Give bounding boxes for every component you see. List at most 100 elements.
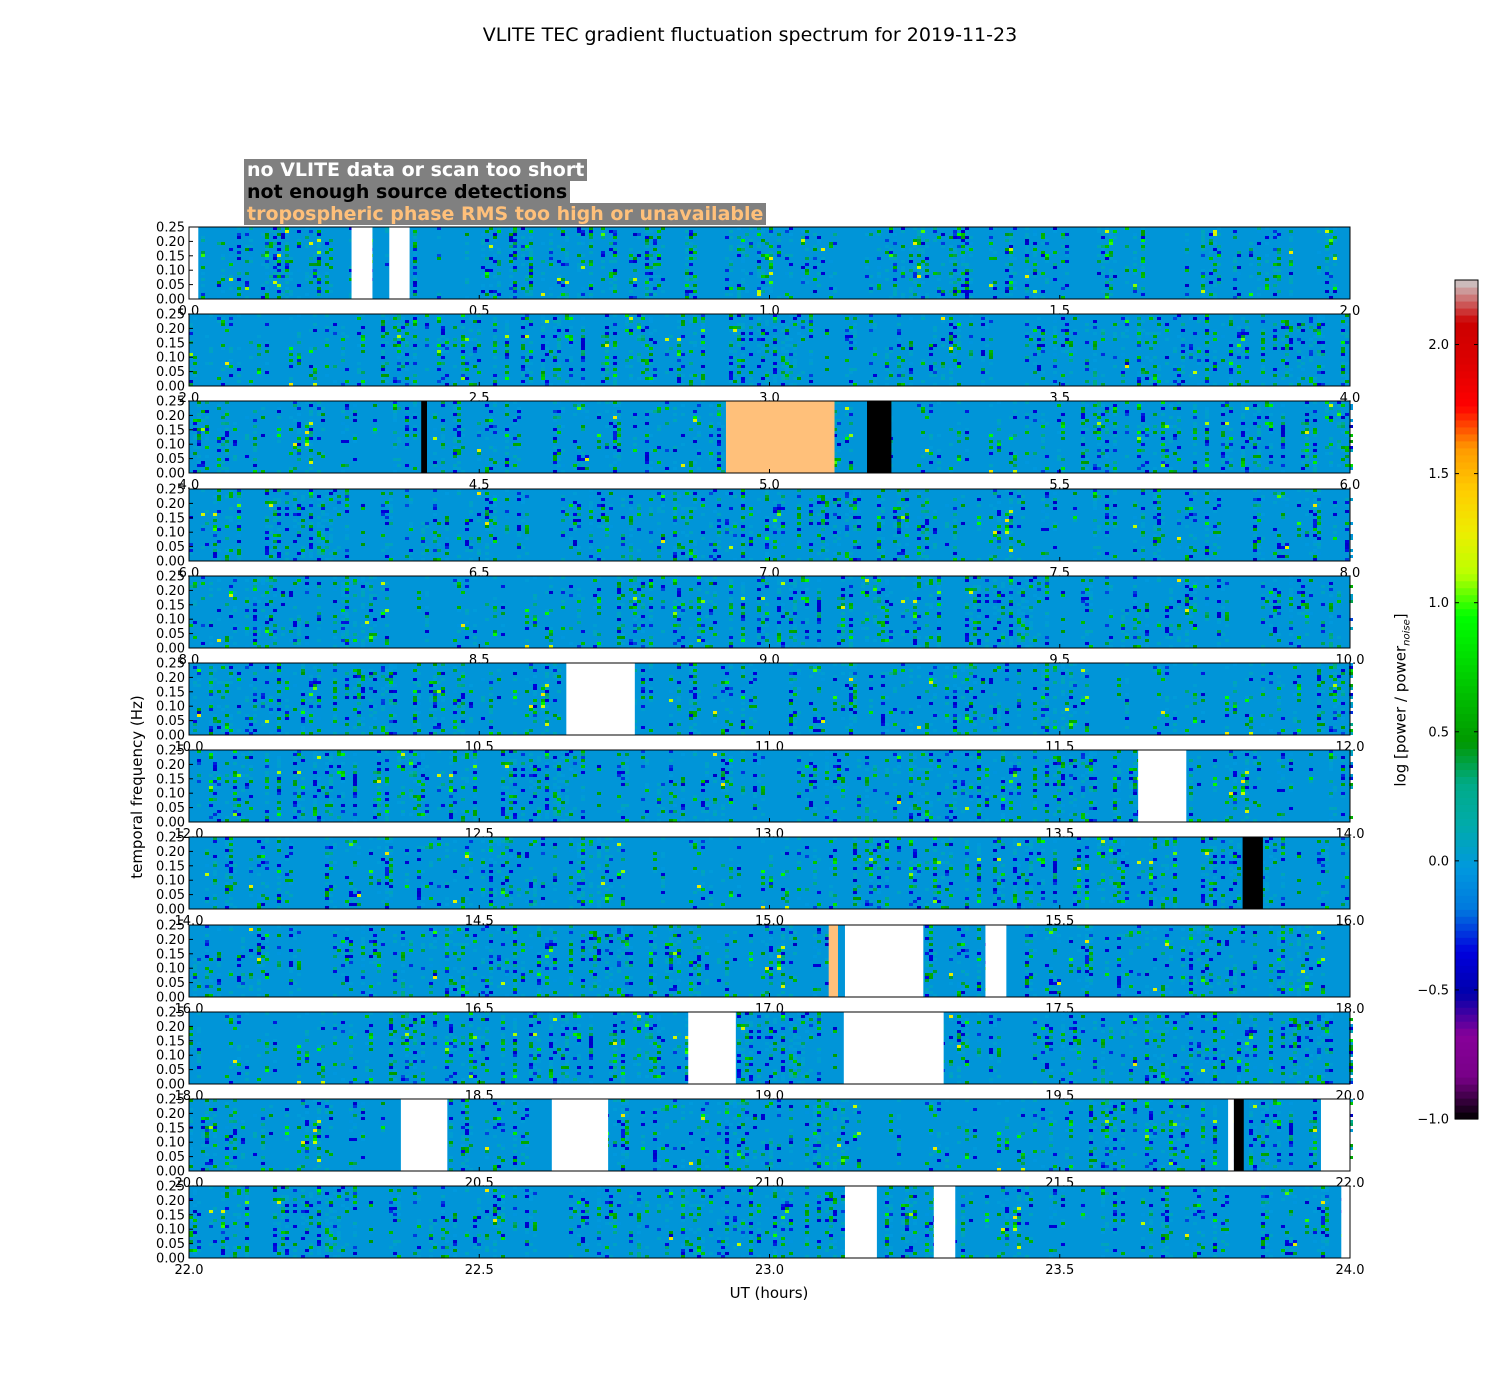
spectrum-cell [261, 407, 265, 410]
spectrum-cell [1113, 461, 1117, 464]
spectrum-cell [589, 522, 593, 525]
spectrum-cell [285, 275, 289, 278]
spectrum-cell [321, 537, 325, 540]
spectrum-cell [989, 320, 993, 323]
spectrum-cell [493, 344, 497, 347]
spectrum-cell [1137, 407, 1141, 410]
spectrum-cell [413, 263, 417, 266]
spectrum-cell [525, 293, 529, 296]
spectrum-cell [325, 344, 329, 347]
spectrum-cell [553, 431, 557, 434]
spectrum-cell [649, 254, 653, 257]
spectrum-cell [1145, 356, 1149, 359]
spectrum-cell [1193, 404, 1197, 407]
spectrum-cell [221, 368, 225, 371]
spectrum-cell [837, 461, 841, 464]
spectrum-cell [1085, 428, 1089, 431]
spectrum-cell [837, 552, 841, 555]
spectrum-cell [881, 519, 885, 522]
spectrum-cell [965, 287, 969, 290]
spectrum-cell [645, 272, 649, 275]
spectrum-cell [1257, 449, 1261, 452]
spectrum-cell [1025, 323, 1029, 326]
spectrum-cell [1233, 278, 1237, 281]
spectrum-cell [293, 498, 297, 501]
spectrum-cell [805, 269, 809, 272]
spectrum-cell [521, 371, 525, 374]
spectrum-cell [1033, 296, 1037, 299]
spectrum-cell [1005, 263, 1009, 266]
spectrum-cell [897, 531, 901, 534]
spectrum-cell [1113, 443, 1117, 446]
spectrum-cell [221, 275, 225, 278]
spectrum-cell [577, 266, 581, 269]
spectrum-cell [277, 296, 281, 299]
spectrum-cell [1345, 323, 1349, 326]
spectrum-cell [325, 290, 329, 293]
spectrum-cell [297, 443, 301, 446]
spectrum-cell [1181, 365, 1185, 368]
spectrum-cell [309, 428, 313, 431]
spectrum-cell [613, 383, 617, 386]
spectrum-cell [445, 549, 449, 552]
spectrum-cell [1241, 335, 1245, 338]
spectrum-cell [957, 320, 961, 323]
spectrum-cell [881, 528, 885, 531]
spectrum-cell [1233, 260, 1237, 263]
spectrum-cell [1229, 353, 1233, 356]
spectrum-cell [1257, 257, 1261, 260]
spectrum-cell [849, 516, 853, 519]
spectrum-cell [877, 555, 881, 558]
spectrum-cell [453, 440, 457, 443]
spectrum-cell [573, 540, 577, 543]
spectrum-cell [461, 434, 465, 437]
spectrum-cell [569, 356, 573, 359]
spectrum-cell [521, 317, 525, 320]
spectrum-cell [1229, 449, 1233, 452]
spectrum-cell [309, 329, 313, 332]
spectrum-cell [1241, 431, 1245, 434]
spectrum-cell [1109, 233, 1113, 236]
spectrum-cell [437, 368, 441, 371]
spectrum-cell [253, 446, 257, 449]
spectrum-cell [1085, 368, 1089, 371]
spectrum-cell [329, 492, 333, 495]
spectrum-cell [821, 507, 825, 510]
spectrum-cell [885, 377, 889, 380]
spectrum-cell [445, 543, 449, 546]
spectrum-cell [397, 347, 401, 350]
spectrum-cell [1285, 326, 1289, 329]
spectrum-cell [521, 347, 525, 350]
spectrum-cell [1097, 260, 1101, 263]
spectrum-cell [509, 287, 513, 290]
spectrum-cell [1141, 443, 1145, 446]
spectrum-cell [857, 525, 861, 528]
spectrum-cell [1065, 260, 1069, 263]
spectrum-cell [229, 519, 233, 522]
spectrum-cell [765, 278, 769, 281]
spectrum-cell [1181, 323, 1185, 326]
spectrum-cell [1205, 461, 1209, 464]
spectrum-cell [1313, 428, 1317, 431]
spectrum-cell [265, 296, 269, 299]
spectrum-cell [673, 467, 677, 470]
spectrum-cell [797, 314, 801, 317]
spectrum-cell [1057, 449, 1061, 452]
spectrum-cell [1349, 467, 1353, 470]
spectrum-cell [321, 540, 325, 543]
spectrum-cell [785, 362, 789, 365]
spectrum-cell [341, 413, 345, 416]
spectrum-cell [809, 510, 813, 513]
spectrum-cell [1241, 338, 1245, 341]
spectrum-cell [1205, 320, 1209, 323]
spectrum-cell [961, 230, 965, 233]
spectrum-cell [717, 455, 721, 458]
spectrum-cell [781, 555, 785, 558]
spectrum-cell [297, 425, 301, 428]
spectrum-cell [1041, 251, 1045, 254]
spectrum-cell [765, 332, 769, 335]
spectrum-cell [765, 350, 769, 353]
spectrum-cell [277, 266, 281, 269]
spectrum-cell [229, 507, 233, 510]
spectrum-cell [1193, 317, 1197, 320]
